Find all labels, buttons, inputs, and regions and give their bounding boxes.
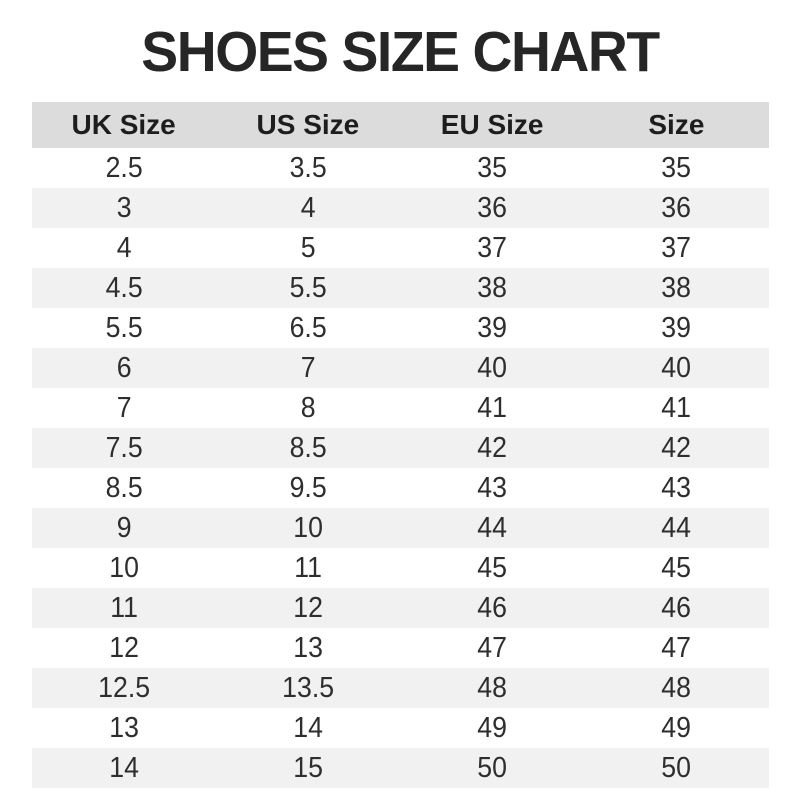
size-cell: 7 <box>116 391 132 424</box>
table-row: 3 4 36 36 <box>31 188 769 228</box>
table-row: 13 14 49 49 <box>31 708 769 748</box>
size-cell: 36 <box>477 191 507 224</box>
size-cell: 13 <box>293 631 323 664</box>
size-cell: 36 <box>661 191 692 224</box>
size-cell: 46 <box>661 591 692 624</box>
table-row: 14 15 50 50 <box>31 748 769 788</box>
size-cell: 3.5 <box>289 151 327 184</box>
table-row: 12 13 47 47 <box>31 628 769 668</box>
size-cell: 43 <box>477 471 507 504</box>
size-cell: 49 <box>477 711 507 744</box>
size-cell: 44 <box>661 511 692 544</box>
table-row: 6 7 40 40 <box>31 348 769 388</box>
size-cell: 11 <box>109 591 138 624</box>
size-cell: 7.5 <box>105 431 143 464</box>
size-cell: 5.5 <box>289 271 327 304</box>
size-cell: 50 <box>477 751 507 784</box>
table-row: 11 12 46 46 <box>31 588 769 628</box>
column-header-us-size: US Size <box>215 102 400 148</box>
size-cell: 14 <box>293 711 323 744</box>
size-table: UK Size US Size EU Size Size 2.5 3.5 35 35 3… <box>31 102 769 788</box>
table-row: 4.5 5.5 38 38 <box>31 268 769 308</box>
size-cell: 47 <box>477 631 507 664</box>
column-header-size: Size <box>584 102 769 148</box>
size-cell: 12 <box>293 591 323 624</box>
size-cell: 12.5 <box>97 671 150 704</box>
table-row: 8.5 9.5 43 43 <box>31 468 769 508</box>
size-cell: 50 <box>661 751 692 784</box>
size-cell: 38 <box>661 271 692 304</box>
size-cell: 8.5 <box>105 471 143 504</box>
size-cell: 48 <box>477 671 507 704</box>
size-cell: 11 <box>294 551 322 584</box>
size-cell: 41 <box>477 391 507 424</box>
size-cell: 5 <box>300 231 316 264</box>
size-cell: 41 <box>661 391 692 424</box>
size-cell: 10 <box>108 551 139 584</box>
size-cell: 40 <box>477 351 507 384</box>
size-cell: 45 <box>661 551 692 584</box>
size-cell: 39 <box>477 311 507 344</box>
size-cell: 39 <box>661 311 692 344</box>
size-cell: 4.5 <box>105 271 143 304</box>
size-cell: 2.5 <box>105 151 143 184</box>
size-cell: 42 <box>661 431 692 464</box>
size-cell: 37 <box>477 231 507 264</box>
table-header-row: UK Size US Size EU Size Size <box>31 102 769 148</box>
size-cell: 43 <box>661 471 692 504</box>
size-cell: 38 <box>477 271 507 304</box>
size-cell: 8.5 <box>289 431 327 464</box>
page-title: SHOES SIZE CHART <box>141 20 660 84</box>
table-row: 12.5 13.5 48 48 <box>31 668 769 708</box>
size-cell: 6 <box>116 351 132 384</box>
size-cell: 44 <box>477 511 507 544</box>
size-cell: 37 <box>661 231 692 264</box>
table-row: 2.5 3.5 35 35 <box>31 148 769 188</box>
size-cell: 49 <box>661 711 692 744</box>
table-row: 4 5 37 37 <box>31 228 769 268</box>
size-cell: 40 <box>661 351 692 384</box>
size-cell: 6.5 <box>289 311 327 344</box>
size-cell: 9.5 <box>289 471 327 504</box>
table-body: 2.5 3.5 35 35 3 4 36 36 4 5 37 37 4.5 5.5 38 38 5.5 6.5 39… <box>31 148 769 788</box>
size-cell: 46 <box>477 591 507 624</box>
size-cell: 7 <box>300 351 316 384</box>
table-row: 5.5 6.5 39 39 <box>31 308 769 348</box>
size-cell: 35 <box>661 151 692 184</box>
size-cell: 5.5 <box>105 311 143 344</box>
size-cell: 10 <box>293 511 323 544</box>
column-header-eu-size: EU Size <box>400 102 585 148</box>
size-cell: 3 <box>116 191 132 224</box>
size-cell: 4 <box>300 191 316 224</box>
size-cell: 15 <box>293 751 323 784</box>
size-cell: 42 <box>477 431 507 464</box>
size-cell: 35 <box>477 151 507 184</box>
size-cell: 9 <box>116 511 132 544</box>
size-cell: 13.5 <box>281 671 334 704</box>
table-row: 10 11 45 45 <box>31 548 769 588</box>
size-cell: 48 <box>661 671 692 704</box>
size-cell: 8 <box>300 391 316 424</box>
size-cell: 47 <box>661 631 692 664</box>
size-cell: 45 <box>477 551 507 584</box>
size-cell: 14 <box>108 751 139 784</box>
column-header-uk-size: UK Size <box>31 102 216 148</box>
table-row: 7 8 41 41 <box>31 388 769 428</box>
size-cell: 12 <box>108 631 139 664</box>
table-row: 9 10 44 44 <box>31 508 769 548</box>
table-row: 7.5 8.5 42 42 <box>31 428 769 468</box>
size-cell: 13 <box>108 711 139 744</box>
size-cell: 4 <box>116 231 132 264</box>
